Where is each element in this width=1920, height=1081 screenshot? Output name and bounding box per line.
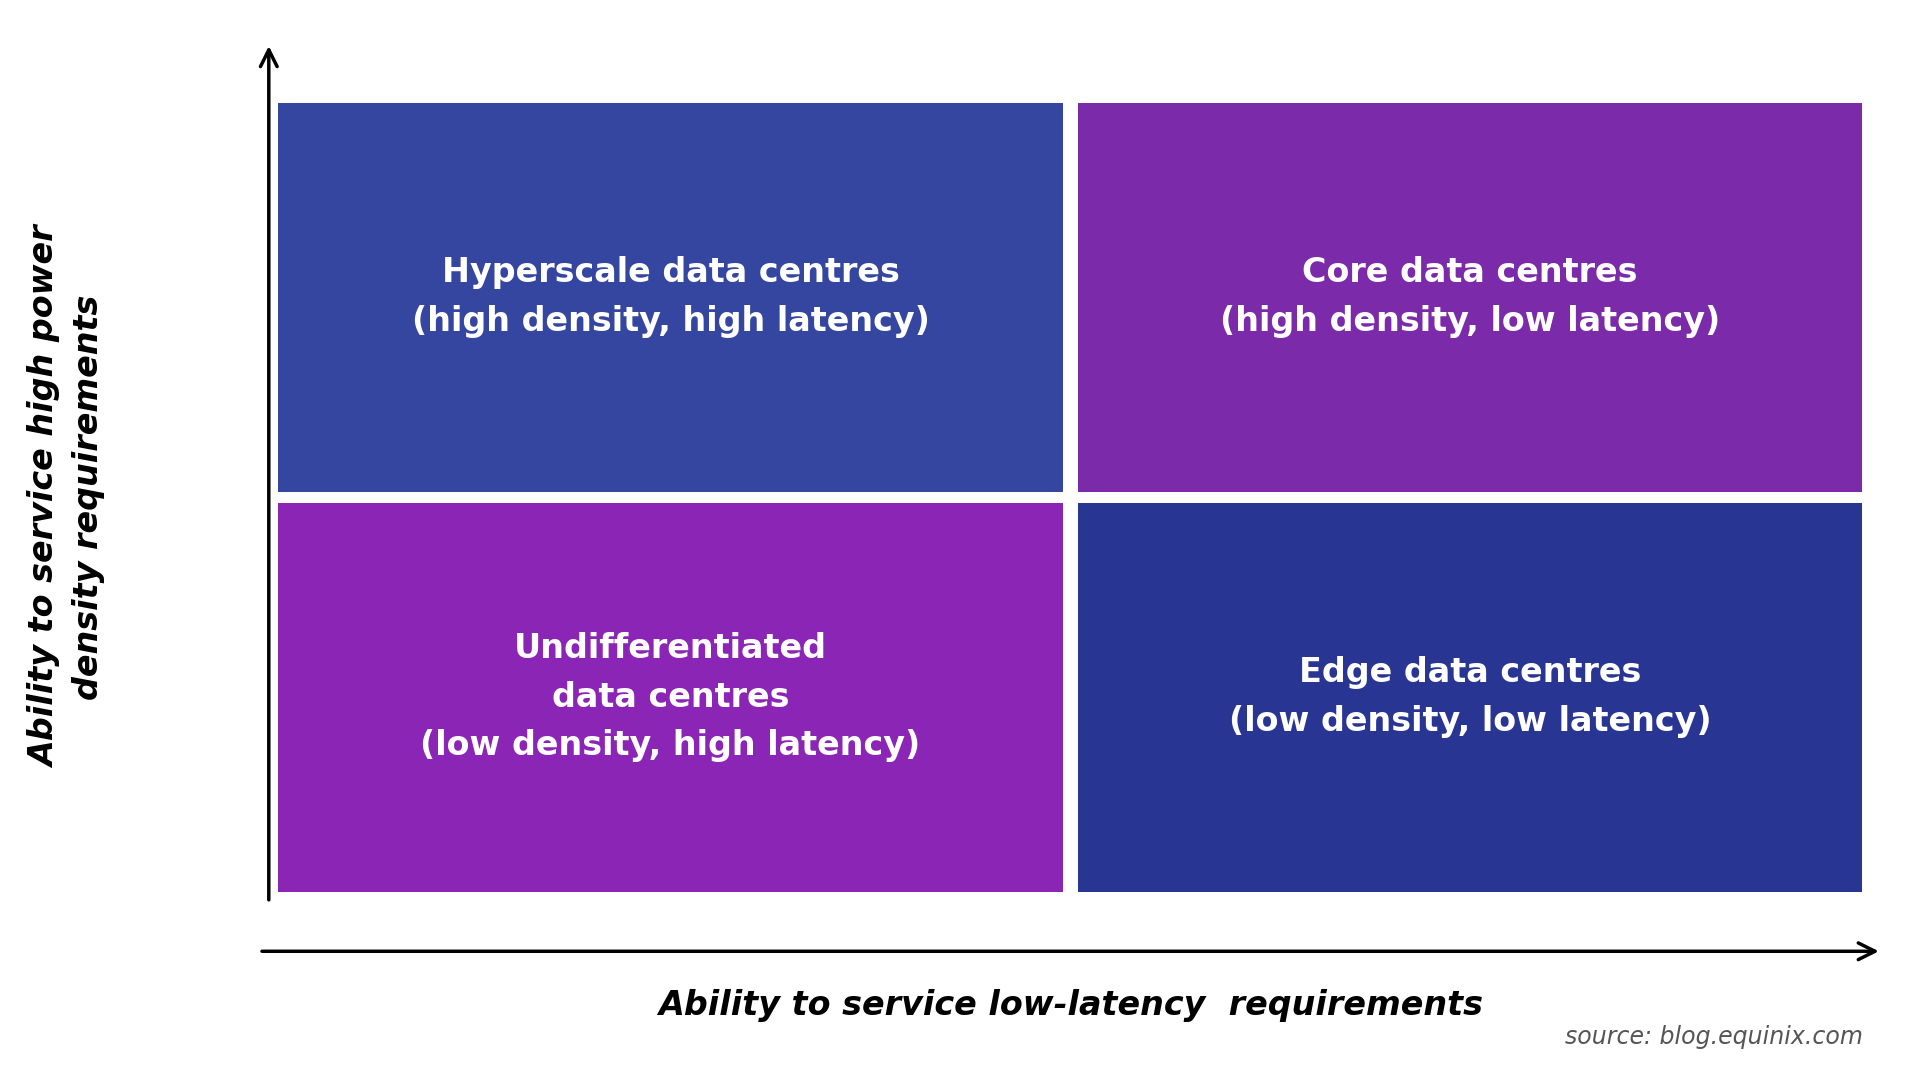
Text: source: blog.equinix.com: source: blog.equinix.com <box>1565 1025 1862 1049</box>
Text: Edge data centres
(low density, low latency): Edge data centres (low density, low late… <box>1229 656 1711 738</box>
Text: Core data centres
(high density, low latency): Core data centres (high density, low lat… <box>1219 256 1720 338</box>
Text: Hyperscale data centres
(high density, high latency): Hyperscale data centres (high density, h… <box>411 256 929 338</box>
Text: Ability to service low-latency  requirements: Ability to service low-latency requireme… <box>659 989 1482 1022</box>
Text: Undifferentiated
data centres
(low density, high latency): Undifferentiated data centres (low densi… <box>420 632 922 762</box>
Text: Ability to service high power
density requirements: Ability to service high power density re… <box>29 226 106 769</box>
